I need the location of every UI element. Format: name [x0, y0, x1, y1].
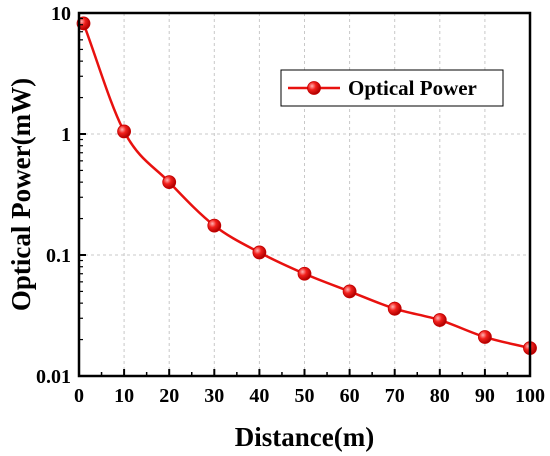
data-point	[387, 301, 402, 316]
axis-tick-labels: 0 10 20 30 40 50 60 70 80 90 100 0.01 0.1 1 10	[36, 3, 545, 407]
legend-marker-swatch	[307, 81, 321, 95]
y-tick-label: 10	[51, 3, 71, 25]
x-tick-label: 40	[249, 385, 269, 407]
data-point	[76, 16, 91, 31]
axis-ticks	[78, 12, 531, 377]
legend: Optical Power	[280, 69, 504, 107]
grid-lines	[79, 13, 530, 376]
x-tick-label: 30	[204, 385, 224, 407]
x-tick-label: 90	[475, 385, 495, 407]
x-tick-label: 50	[295, 385, 315, 407]
x-tick-label: 10	[114, 385, 134, 407]
legend-label: Optical Power	[348, 76, 477, 100]
x-axis-title: Distance(m)	[235, 422, 374, 452]
data-point	[207, 218, 222, 233]
y-tick-label: 1	[61, 124, 71, 146]
data-point	[432, 313, 447, 327]
series-markers	[76, 16, 537, 356]
y-tick-label: 0.01	[36, 366, 71, 388]
y-tick-label: 0.1	[46, 245, 71, 267]
x-tick-label: 20	[159, 385, 179, 407]
x-tick-label: 0	[74, 385, 84, 407]
x-tick-label: 70	[385, 385, 405, 407]
x-tick-label: 80	[430, 385, 450, 407]
x-tick-label: 100	[515, 385, 545, 407]
x-tick-label: 60	[340, 385, 360, 407]
y-axis-title: Optical Power(mW)	[6, 78, 36, 311]
data-point	[117, 124, 131, 139]
data-point	[252, 245, 267, 260]
data-point	[297, 266, 312, 281]
data-point	[162, 175, 177, 190]
data-point	[342, 284, 357, 299]
data-point	[477, 330, 492, 344]
